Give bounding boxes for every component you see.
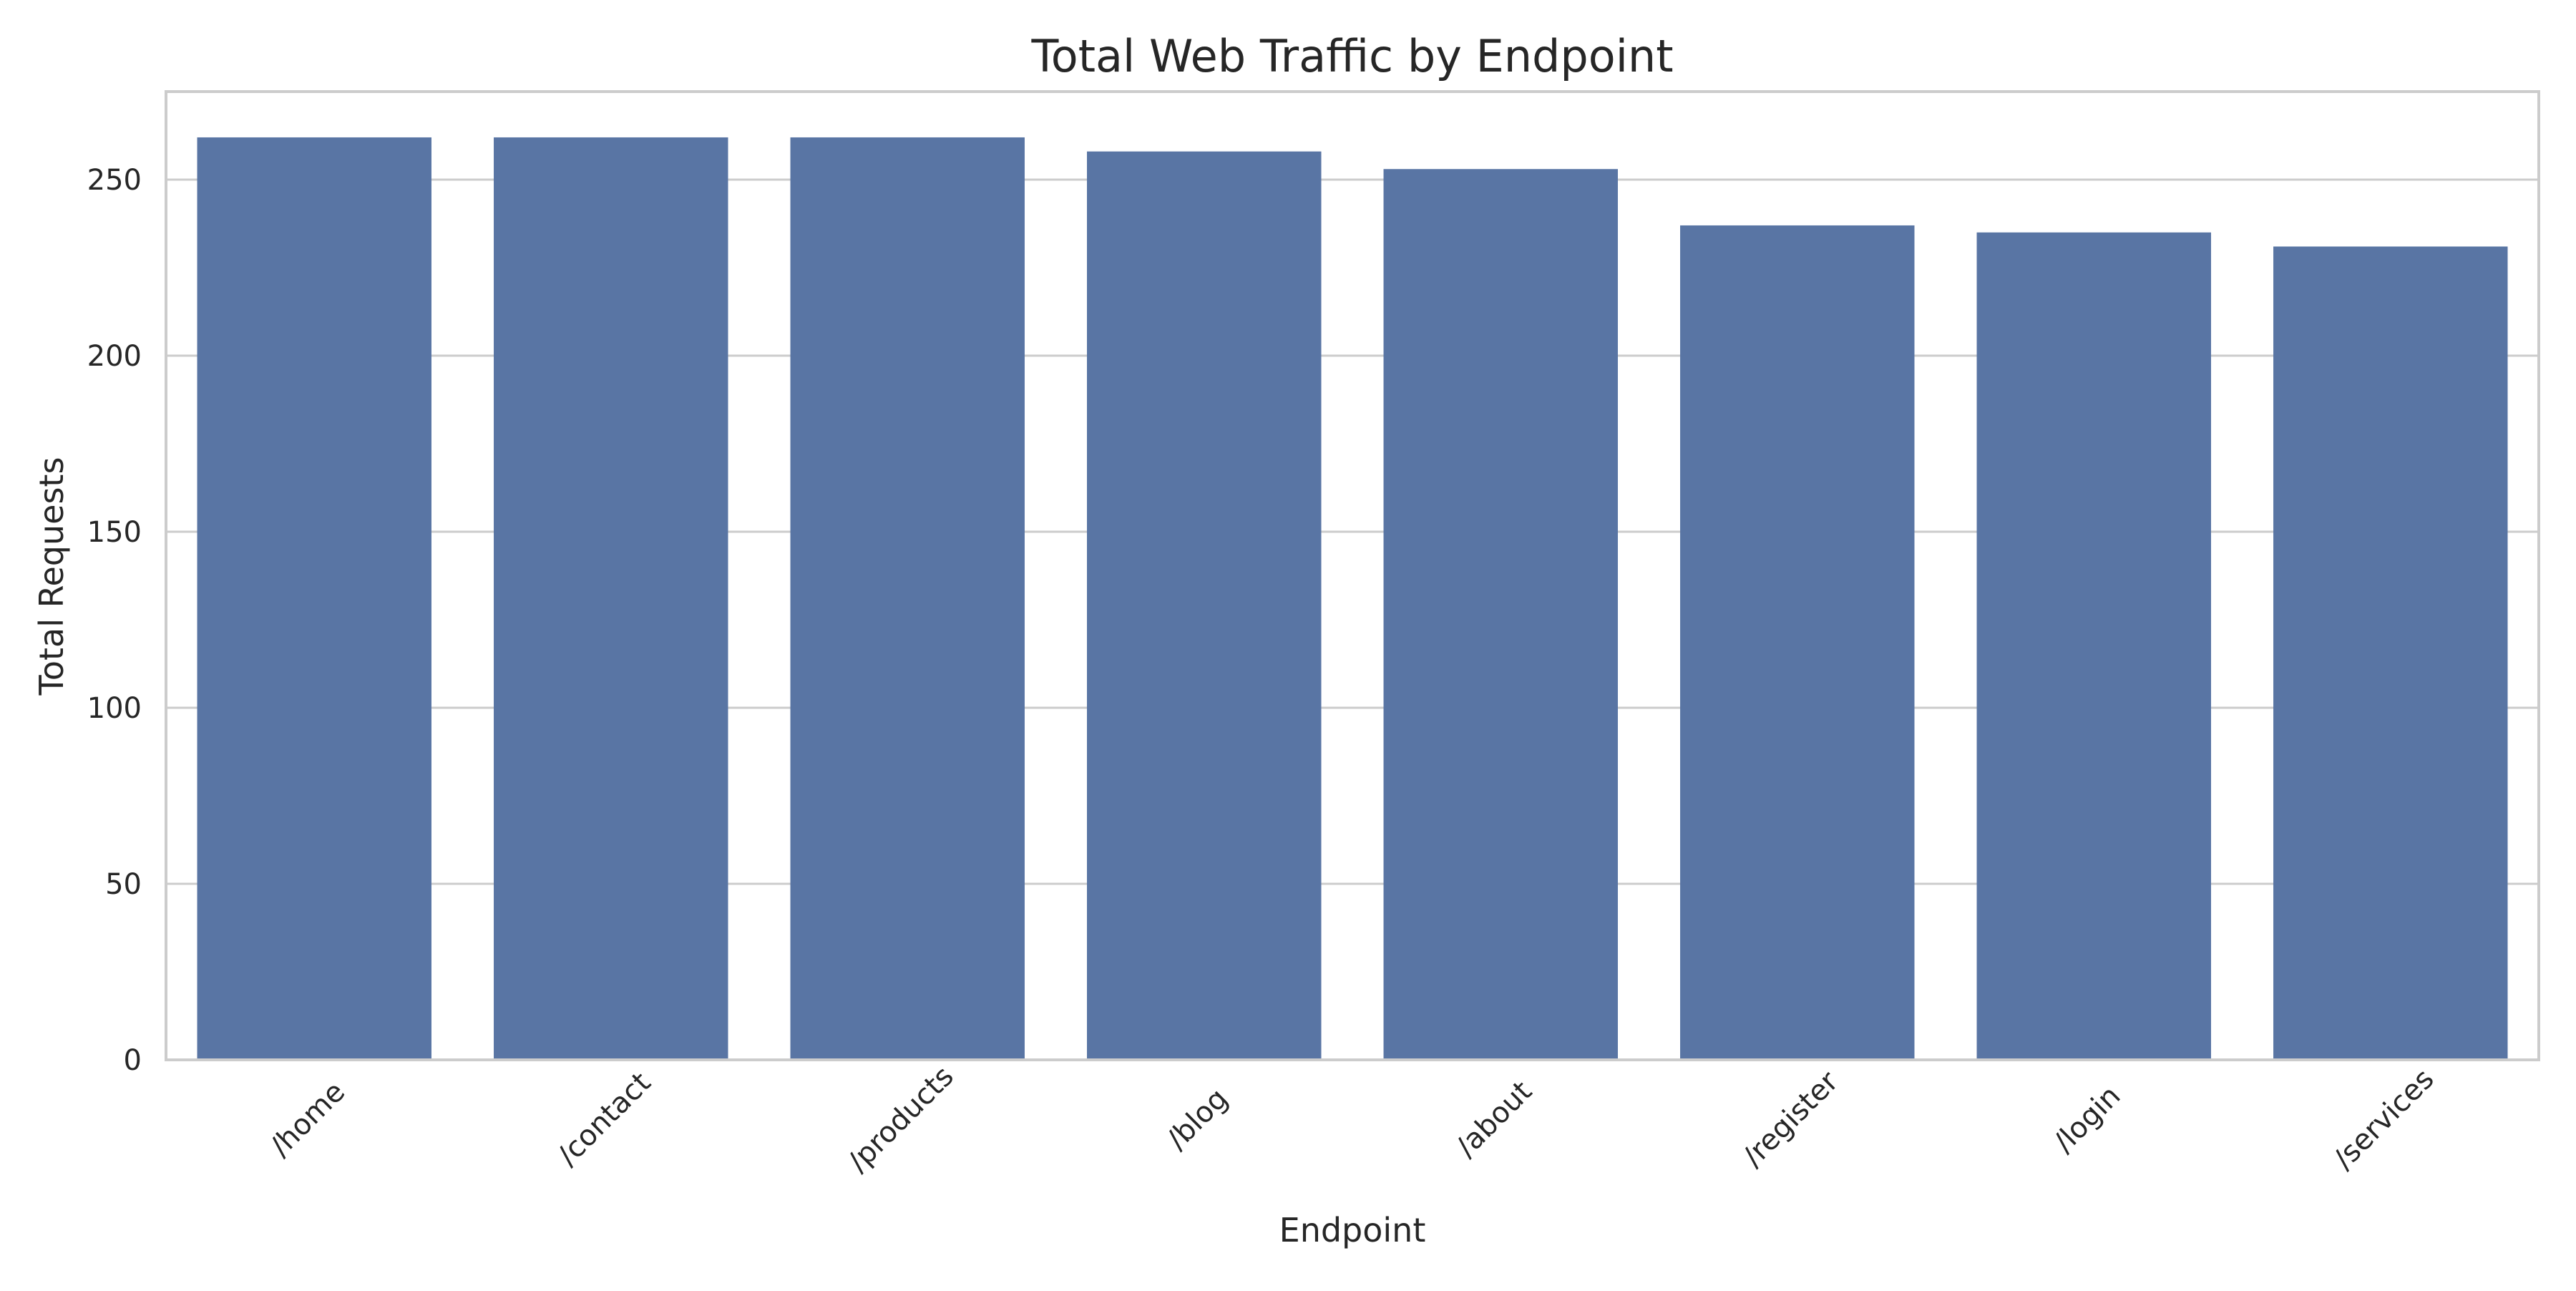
- y-tick-label-0: 0: [124, 1044, 142, 1077]
- bar-blog: [1087, 151, 1322, 1060]
- y-tick-label-150: 150: [87, 516, 142, 549]
- y-tick-label-250: 250: [87, 164, 142, 197]
- bar-login: [1976, 232, 2211, 1060]
- plot-frame: [165, 90, 2540, 1061]
- bar-about: [1383, 169, 1618, 1061]
- bars: [197, 137, 2508, 1061]
- y-tick-labels: 0 50 100 150 200 250: [87, 164, 142, 1077]
- bar-services: [2273, 246, 2508, 1061]
- bar-contact: [494, 137, 728, 1061]
- chart-title: Total Web Traffic by Endpoint: [1030, 30, 1673, 82]
- y-tick-label-100: 100: [87, 692, 142, 725]
- x-axis-label: Endpoint: [1279, 1211, 1426, 1249]
- bar-products: [790, 137, 1025, 1061]
- bar-register: [1680, 225, 1915, 1061]
- y-tick-label-50: 50: [105, 868, 142, 901]
- y-axis-label: Total Requests: [32, 457, 71, 696]
- bar-home: [197, 137, 431, 1061]
- y-tick-label-200: 200: [87, 340, 142, 373]
